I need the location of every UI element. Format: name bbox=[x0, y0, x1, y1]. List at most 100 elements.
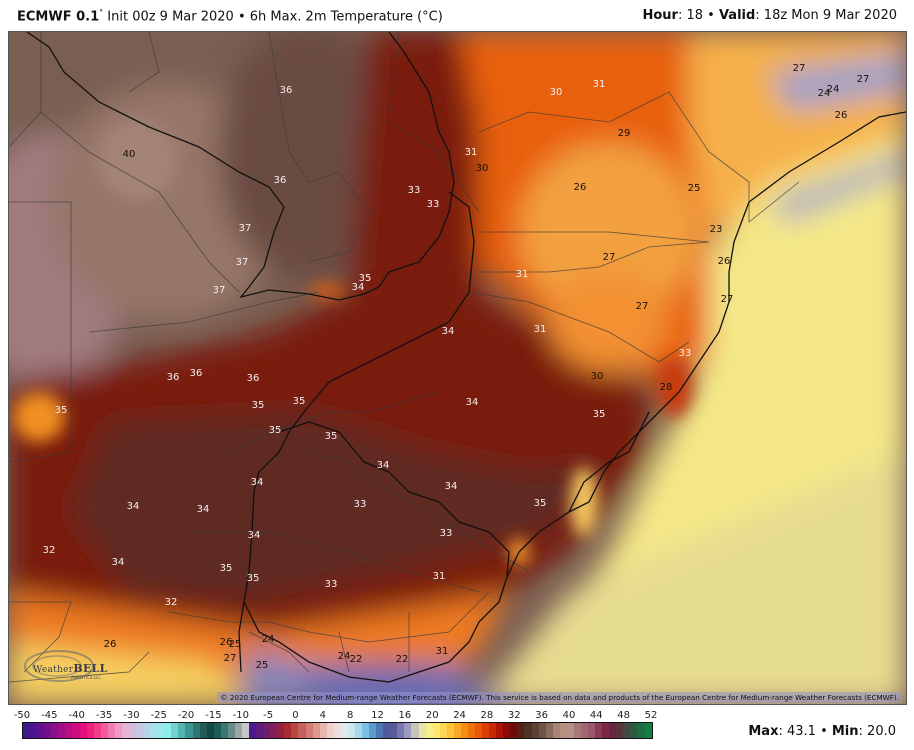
colorbar-swatch bbox=[602, 723, 610, 738]
colorbar-swatch bbox=[100, 723, 108, 738]
temperature-label: 24 bbox=[817, 88, 831, 99]
colorbar-swatch bbox=[595, 723, 603, 738]
temperature-label: 31 bbox=[435, 646, 449, 657]
colorbar-swatch bbox=[390, 723, 398, 738]
temperature-label: 31 bbox=[432, 571, 446, 582]
temperature-label: 36 bbox=[189, 368, 203, 379]
colorbar-swatch bbox=[432, 723, 440, 738]
colorbar-swatch bbox=[234, 723, 242, 738]
temperature-label: 35 bbox=[592, 409, 606, 420]
valid-label: Valid bbox=[718, 8, 756, 23]
colorbar-swatch bbox=[86, 723, 94, 738]
colorbar-swatch bbox=[517, 723, 525, 738]
colorbar-swatch bbox=[552, 723, 560, 738]
colorbar-swatch bbox=[157, 723, 165, 738]
colorbar-swatch bbox=[460, 723, 468, 738]
colorbar-swatch bbox=[291, 723, 299, 738]
min-value: : 20.0 bbox=[858, 724, 896, 739]
copyright-notice: © 2020 European Centre for Medium-range … bbox=[217, 692, 902, 703]
colorbar-tick: 16 bbox=[398, 710, 412, 721]
temperature-label: 29 bbox=[617, 128, 631, 139]
temperature-label: 26 bbox=[103, 639, 117, 650]
logo-name-a: Weather bbox=[33, 665, 74, 675]
temperature-label: 35 bbox=[246, 573, 260, 584]
temperature-label: 27 bbox=[223, 653, 237, 664]
colorbar-swatch bbox=[171, 723, 179, 738]
temperature-label: 27 bbox=[856, 74, 870, 85]
temperature-label: 31 bbox=[533, 324, 547, 335]
colorbar-swatch bbox=[559, 723, 567, 738]
colorbar-tick: 20 bbox=[425, 710, 439, 721]
colorbar-swatch bbox=[270, 723, 278, 738]
colorbar-swatch bbox=[284, 723, 292, 738]
temperature-label: 33 bbox=[678, 348, 692, 359]
colorbar-swatch bbox=[44, 723, 52, 738]
colorbar-tick: 40 bbox=[562, 710, 576, 721]
colorbar-swatch bbox=[121, 723, 129, 738]
colorbar-swatch bbox=[192, 723, 200, 738]
temperature-label: 37 bbox=[238, 223, 252, 234]
colorbar-swatch bbox=[418, 723, 426, 738]
colorbar-swatch bbox=[630, 723, 638, 738]
colorbar-swatch bbox=[404, 723, 412, 738]
colorbar-swatch bbox=[30, 723, 38, 738]
colorbar-tick: 0 bbox=[292, 710, 299, 721]
colorbar-tick: 48 bbox=[617, 710, 631, 721]
colorbar-tick: -15 bbox=[205, 710, 222, 721]
colorbar bbox=[22, 722, 653, 739]
colorbar-swatch bbox=[143, 723, 151, 738]
colorbar-swatch bbox=[637, 723, 645, 738]
temperature-label: 30 bbox=[590, 371, 604, 382]
temperature-label: 34 bbox=[441, 326, 455, 337]
colorbar-tick: -35 bbox=[95, 710, 113, 721]
colorbar-swatch bbox=[277, 723, 285, 738]
colorbar-tick: -10 bbox=[232, 710, 249, 721]
temperature-label: 36 bbox=[246, 373, 260, 384]
min-label: Min bbox=[831, 724, 859, 739]
temperature-label: 22 bbox=[349, 654, 363, 665]
colorbar-swatch bbox=[538, 723, 546, 738]
colorbar-swatch bbox=[93, 723, 101, 738]
temperature-label: 35 bbox=[54, 405, 68, 416]
temperature-label: 31 bbox=[515, 269, 529, 280]
colorbar-swatch bbox=[482, 723, 490, 738]
temperature-label: 27 bbox=[792, 63, 806, 74]
colorbar-swatch bbox=[312, 723, 320, 738]
colorbar-tick: 12 bbox=[371, 710, 384, 721]
colorbar-swatch bbox=[609, 723, 617, 738]
temperature-label: 34 bbox=[465, 397, 479, 408]
colorbar-swatch bbox=[305, 723, 313, 738]
colorbar-swatch bbox=[319, 723, 327, 738]
temperature-label: 27 bbox=[635, 301, 649, 312]
temperature-label: 40 bbox=[122, 149, 136, 160]
temperature-label: 27 bbox=[602, 252, 616, 263]
temperature-label: 33 bbox=[324, 579, 338, 590]
colorbar-swatch bbox=[164, 723, 172, 738]
temperature-label: 35 bbox=[533, 498, 547, 509]
temperature-label: 34 bbox=[250, 477, 264, 488]
temperature-label: 35 bbox=[268, 425, 282, 436]
colorbar-swatch bbox=[263, 723, 271, 738]
colorbar-swatch bbox=[588, 723, 596, 738]
temperature-label: 31 bbox=[592, 79, 606, 90]
colorbar-swatch bbox=[397, 723, 405, 738]
colorbar-tick: 4 bbox=[319, 710, 326, 721]
colorbar-swatch bbox=[58, 723, 66, 738]
temperature-label: 33 bbox=[439, 528, 453, 539]
colorbar-swatch bbox=[213, 723, 221, 738]
colorbar-tick: -25 bbox=[150, 710, 167, 721]
logo-name-b: BELL bbox=[73, 662, 108, 675]
temperature-label: 26 bbox=[717, 256, 731, 267]
temperature-label: 26 bbox=[834, 110, 848, 121]
temperature-map[interactable]: 36 40 36 33 33 37 37 37 35 34 30 31 29 31 30 26 25 27 27 24… bbox=[8, 31, 907, 705]
colorbar-swatch bbox=[503, 723, 511, 738]
colorbar-swatch bbox=[383, 723, 391, 738]
colorbar-swatch bbox=[623, 723, 631, 738]
colorbar-tick: 52 bbox=[644, 710, 658, 721]
temperature-label: 25 bbox=[228, 639, 242, 650]
colorbar-tick: -30 bbox=[123, 710, 140, 721]
colorbar-swatch bbox=[475, 723, 483, 738]
temperature-label: 35 bbox=[219, 563, 233, 574]
colorbar-swatch bbox=[376, 723, 384, 738]
init-and-variable: Init 00z 9 Mar 2020 • 6h Max. 2m Tempera… bbox=[103, 9, 443, 25]
